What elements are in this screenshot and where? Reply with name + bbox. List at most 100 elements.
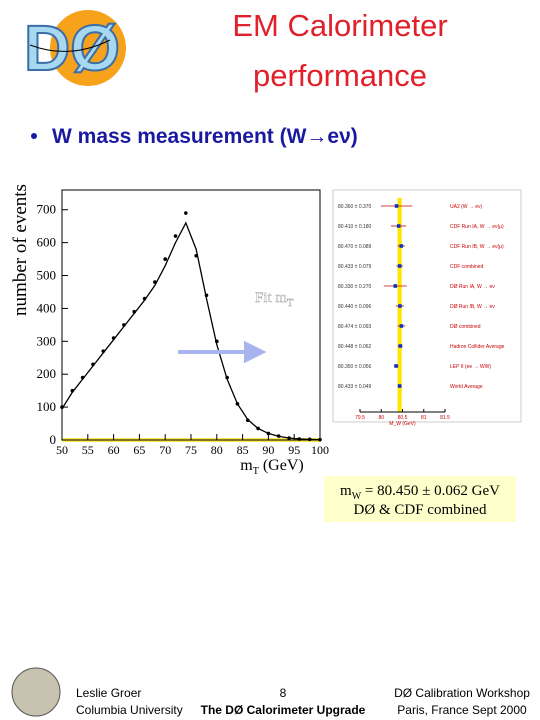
annotation-m: Fit m	[255, 290, 287, 306]
marker	[394, 364, 398, 368]
result-rest: = 80.450 ± 0.062 GeV	[361, 483, 500, 499]
mw-chart: 79.5 80 80.5 81 81.5 M_W (GeV) 80.360 ± 0.370 U…	[332, 189, 522, 427]
value-label: 80.433 ± 0.049	[338, 384, 372, 390]
x-axis-label: M_W (GeV)	[389, 421, 416, 427]
data-point	[142, 296, 147, 301]
data-point	[184, 211, 188, 215]
measurement-name: DØ Run IB, W → eν	[450, 304, 495, 310]
bullet-dot	[31, 133, 37, 139]
university-seal	[11, 667, 61, 717]
data-point	[132, 309, 137, 314]
x-tick-label: 60	[108, 443, 120, 457]
logo-track	[29, 39, 111, 52]
data-point	[235, 402, 240, 406]
marker	[398, 304, 402, 308]
x-tick-label: 55	[82, 443, 94, 457]
footer-place: Paris, France Sept 2000	[397, 703, 527, 717]
x-tick-label: 95	[288, 443, 300, 457]
marker	[393, 284, 398, 288]
result-m: m	[340, 483, 352, 499]
footer-affiliation: Columbia University	[76, 703, 183, 717]
title: performance	[253, 58, 427, 93]
marker	[394, 204, 399, 208]
x-tick-label: 80.5	[398, 415, 408, 421]
y-tick-label: 300	[37, 333, 57, 348]
x-tick-label: 50	[56, 443, 68, 457]
x-tick-label: 81	[421, 415, 427, 421]
marker	[398, 344, 403, 348]
data-point	[318, 437, 322, 442]
y-tick-label: 400	[37, 300, 57, 315]
marker	[399, 244, 404, 248]
measurement-name: DØ combined	[450, 324, 481, 330]
measurement-name: DØ Run IA, W → eν	[450, 284, 495, 290]
data-point	[122, 323, 126, 327]
footer-talk: The DØ Calorimeter Upgrade	[201, 703, 366, 717]
data-point	[194, 253, 198, 258]
value-label: 80.474 ± 0.093	[338, 324, 372, 330]
x-tick-label: 80	[211, 443, 223, 457]
data-point	[91, 362, 95, 367]
marker	[397, 384, 402, 388]
result-line2: DØ & CDF combined	[354, 502, 487, 518]
value-label: 80.410 ± 0.180	[338, 224, 372, 230]
x-tick-label: 79.5	[355, 415, 365, 421]
y-tick-label: 600	[37, 235, 57, 250]
x-tick-label: 75	[185, 443, 197, 457]
value-label: 80.433 ± 0.079	[338, 264, 372, 270]
data-point	[70, 388, 75, 393]
fit-curve	[61, 221, 321, 441]
value-label: 80.440 ± 0.096	[338, 304, 372, 310]
measurement-name: Hadron Collider Average	[450, 344, 505, 350]
data-point	[276, 434, 281, 438]
x-label-sub: T	[253, 466, 259, 477]
x-axis-label: mT (GeV)	[240, 457, 303, 477]
bullet-text: W mass measurement (W→eν)	[52, 125, 358, 148]
footer-author: Leslie Groer	[76, 686, 141, 700]
result: mW = 80.450 ± 0.062 GeV	[340, 483, 500, 502]
annotation: Fit mT	[255, 290, 293, 309]
x-label-m: m	[240, 457, 253, 474]
x-tick-label: 90	[262, 443, 274, 457]
y-axis-label: number of events	[10, 184, 31, 316]
measurement-name: CDF combined	[450, 264, 484, 270]
data-point	[215, 339, 219, 344]
data-point	[245, 418, 250, 423]
data-point	[60, 405, 64, 409]
value-label: 80.470 ± 0.089	[338, 244, 372, 250]
data-point	[307, 437, 312, 442]
marker	[396, 224, 401, 228]
annotation-sub: T	[287, 298, 293, 309]
logo: DØ	[23, 10, 126, 86]
y-tick-label: 100	[37, 399, 57, 414]
data-point	[297, 437, 302, 441]
result-box	[324, 476, 516, 522]
data-point	[287, 436, 291, 440]
data-point	[204, 293, 209, 298]
data-point	[173, 234, 178, 238]
x-tick-label: 70	[159, 443, 171, 457]
fit-arrow	[178, 340, 267, 364]
x-tick-label: 80	[378, 415, 384, 421]
marker	[397, 264, 402, 268]
value-label: 80.448 ± 0.062	[338, 344, 372, 350]
x-tick-label: 100	[311, 443, 329, 457]
measurement-name: World Average	[450, 384, 483, 390]
y-tick-label: 200	[37, 366, 57, 381]
measurement-name: UA2 (W → eν)	[450, 204, 483, 210]
x-tick-label: 81.5	[440, 415, 450, 421]
value-label: 80.350 ± 0.056	[338, 364, 372, 370]
plot-frame	[61, 189, 321, 441]
y-tick-label: 500	[37, 268, 57, 283]
value-label: 80.330 ± 0.270	[338, 284, 372, 290]
x-tick-label: 85	[237, 443, 249, 457]
data-point	[80, 375, 85, 380]
title: EM Calorimeter	[232, 8, 447, 43]
measurement-name: CDF Run IB, W → eν(μ)	[450, 244, 504, 250]
data-point	[101, 349, 106, 353]
data-point	[111, 336, 116, 340]
marker	[399, 324, 404, 328]
x-label-unit: (GeV)	[259, 457, 304, 474]
frame	[332, 189, 522, 423]
